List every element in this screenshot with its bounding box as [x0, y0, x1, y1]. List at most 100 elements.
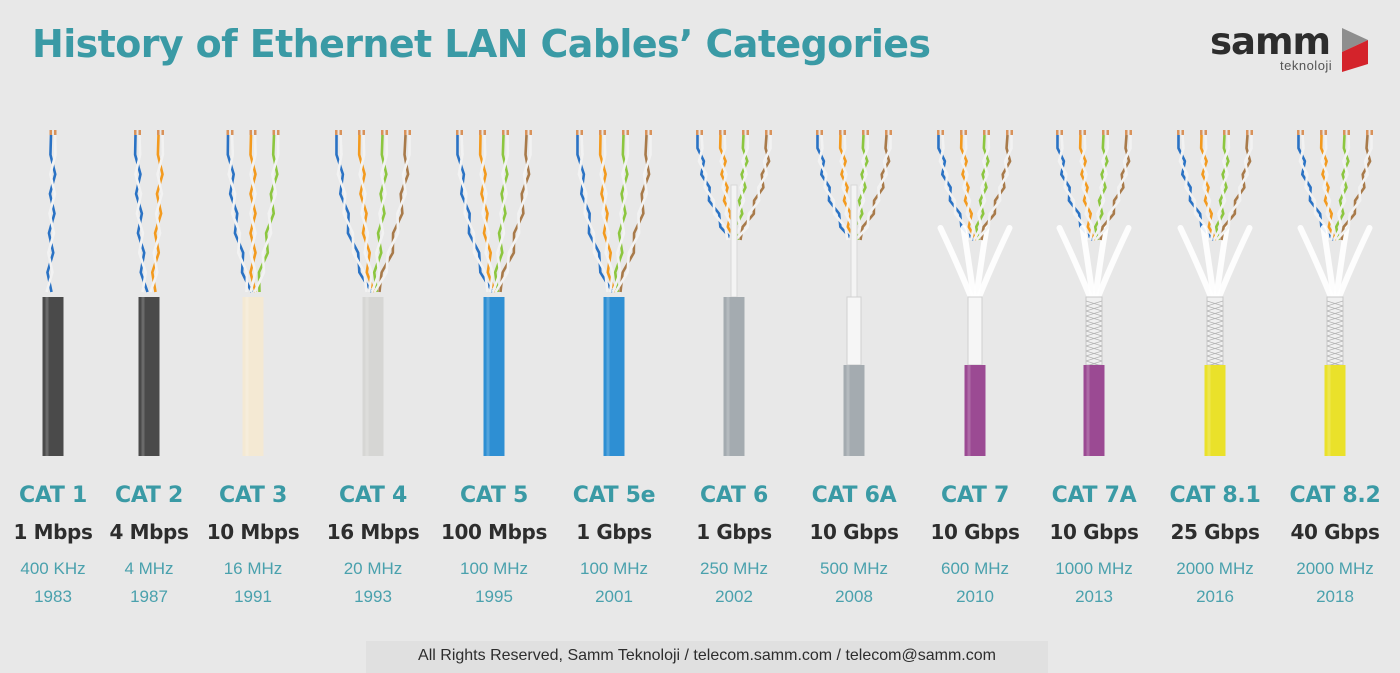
copper-tip — [1106, 130, 1109, 135]
braid-line — [1085, 335, 1103, 342]
wire-strand — [838, 134, 857, 241]
copper-tip — [54, 130, 57, 135]
wire-strand — [226, 134, 253, 293]
cable-frequency: 100 MHz — [579, 559, 649, 578]
copper-tip — [525, 130, 528, 135]
copper-tip — [765, 130, 768, 135]
copper-tip — [1083, 130, 1086, 135]
wire-strand — [975, 134, 1013, 241]
cable-name: CAT 4 — [339, 483, 407, 508]
wire-strand — [960, 134, 976, 241]
pair-foil — [960, 225, 977, 300]
copper-tip — [335, 130, 338, 135]
wire-strand — [491, 134, 510, 293]
copper-tip — [1204, 130, 1207, 135]
copper-tip — [339, 130, 342, 135]
wire-strand — [494, 134, 532, 293]
jacket-highlight — [1207, 365, 1211, 456]
braid-line — [1206, 320, 1224, 327]
cable-1 — [42, 130, 64, 456]
copper-tip — [1227, 130, 1230, 135]
cable-labels: CAT 1 1 Mbps 400 KHz 1983 CAT 2 4 Mbps 4 MHz 19… — [0, 478, 1400, 628]
cable-speed: 16 Mbps — [326, 520, 420, 544]
copper-tip — [937, 130, 940, 135]
cable-year: 2010 — [956, 587, 994, 606]
copper-tip — [1079, 130, 1082, 135]
copper-tip — [769, 130, 772, 135]
copper-tip — [161, 130, 164, 135]
wire-strand — [1200, 134, 1216, 241]
wire-strand — [697, 134, 729, 241]
copper-tip — [580, 130, 583, 135]
cable-year: 2013 — [1075, 587, 1113, 606]
jacket-highlight — [606, 297, 610, 456]
jacket-highlight — [846, 365, 850, 456]
pair-foil — [976, 225, 1013, 300]
copper-tip — [502, 130, 505, 135]
copper-tip — [1060, 130, 1063, 135]
wire-strand — [253, 134, 280, 293]
cable-speed: 1 Gbps — [696, 520, 772, 544]
copper-tip — [862, 130, 865, 135]
cable-year: 2002 — [715, 587, 753, 606]
foil-shield — [846, 296, 862, 366]
cable-4 — [335, 130, 411, 456]
wire-strand — [479, 134, 495, 293]
pair-foil — [1095, 225, 1132, 300]
pair-foil — [1177, 225, 1214, 300]
braid-line — [1326, 320, 1344, 327]
copper-tip — [987, 130, 990, 135]
cable-frequency: 500 MHz — [819, 559, 889, 578]
wire-strand — [378, 134, 410, 293]
braid-line — [1206, 350, 1224, 357]
copper-tip — [603, 130, 606, 135]
cable-frequency: 400 KHz — [20, 559, 86, 578]
cable-column: CAT 3 10 Mbps 16 MHz 1991 — [188, 478, 318, 610]
cable-jacket — [42, 297, 64, 456]
copper-tip — [599, 130, 602, 135]
braid-line — [1206, 340, 1224, 347]
copper-tip — [866, 130, 869, 135]
copper-tip — [746, 130, 749, 135]
copper-tip — [1343, 130, 1346, 135]
cable-jacket — [1083, 365, 1105, 456]
wire-strand — [336, 134, 368, 293]
wire-strand — [1334, 134, 1350, 241]
wire-strand — [599, 134, 615, 293]
cable-frequency: 600 MHz — [940, 559, 1010, 578]
copper-tip — [1200, 130, 1203, 135]
cable-frequency: 250 MHz — [699, 559, 769, 578]
wire-strand — [614, 134, 652, 293]
cable-name: CAT 6 — [700, 483, 768, 508]
copper-tip — [385, 130, 388, 135]
wire-strand — [46, 134, 57, 293]
cable-7 — [696, 130, 772, 456]
pair-foil — [1333, 225, 1350, 300]
wire-strand — [817, 134, 849, 241]
jacket-highlight — [486, 297, 490, 456]
wire-strand — [133, 134, 149, 293]
braid-shield — [1206, 296, 1224, 366]
cable-name: CAT 3 — [219, 483, 287, 508]
copper-tip — [983, 130, 986, 135]
logo-subtitle: teknoloji — [1280, 58, 1333, 73]
wire-strand — [227, 134, 249, 293]
braid-line — [1206, 330, 1224, 337]
cable-year: 2008 — [835, 587, 873, 606]
cable-year: 1991 — [234, 587, 272, 606]
copper-tip — [1320, 130, 1323, 135]
cable-frequency: 100 MHz — [459, 559, 529, 578]
cable-frequency: 1000 MHz — [1055, 559, 1133, 578]
cable-year: 2001 — [595, 587, 633, 606]
braid-line — [1326, 305, 1344, 312]
cable-name: CAT 7A — [1051, 483, 1137, 508]
wire-strand — [1319, 134, 1338, 241]
cable-speed: 10 Gbps — [1049, 520, 1139, 544]
braid-line — [1085, 330, 1103, 337]
wire-strand — [499, 134, 531, 293]
copper-tip — [381, 130, 384, 135]
wire-strand — [576, 134, 614, 293]
wire-strand — [249, 134, 257, 293]
cable-year: 1983 — [34, 587, 72, 606]
braid-line — [1326, 330, 1344, 337]
